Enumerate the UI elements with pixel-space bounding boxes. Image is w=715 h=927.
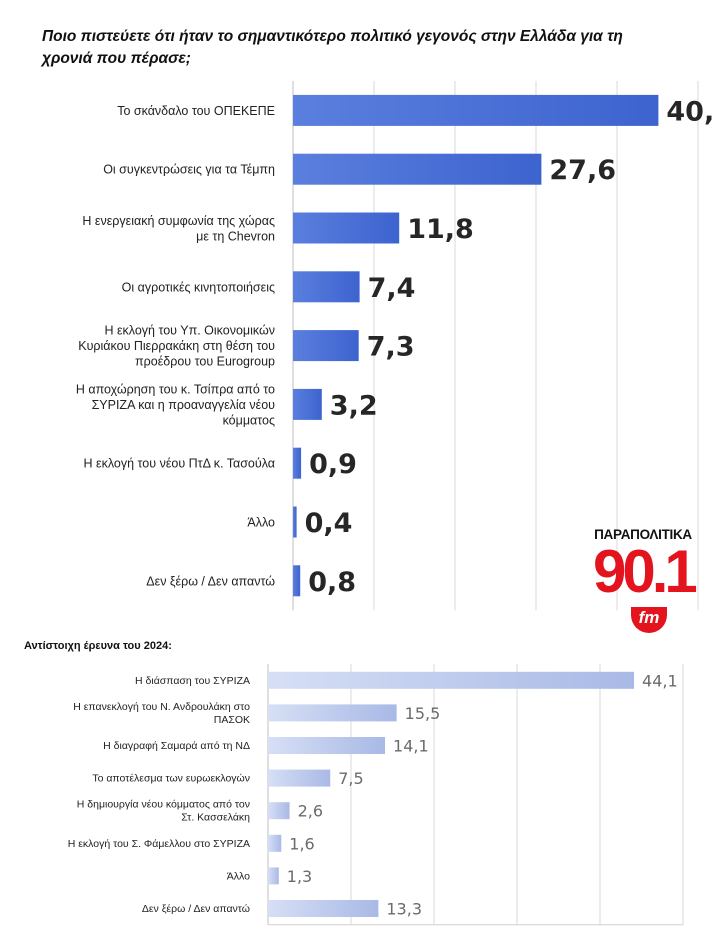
bar (268, 704, 397, 722)
value-label: 13,3 (386, 900, 422, 919)
main-chart: 40,6 Το σκάνδαλο του ΟΠΕΚΕΠΕ 27,6 Οι συγκεν… (76, 81, 715, 611)
bar (268, 900, 379, 917)
category-label: Δεν ξέρω / Δεν απαντώ (142, 903, 250, 915)
value-label: 27,6 (549, 155, 616, 186)
bar (293, 271, 360, 303)
value-label: 1,6 (289, 834, 314, 853)
category-label: Οι αγροτικές κινητοποιήσεις (122, 280, 275, 294)
value-label: 44,1 (642, 671, 678, 690)
value-label: 11,8 (407, 214, 474, 245)
category-label: Άλλο (247, 516, 275, 530)
category-label: Η δημιουργία νέου κόμματος από τον Στ. Κα… (77, 799, 250, 824)
bar (293, 506, 297, 538)
category-label: Η διαγραφή Σαμαρά από τη ΝΔ (103, 740, 250, 752)
value-label: 1,3 (287, 867, 312, 886)
bar (268, 769, 331, 787)
value-label: 7,4 (368, 273, 416, 304)
value-label: 0,9 (309, 449, 357, 480)
bar (293, 153, 542, 185)
bar (268, 737, 386, 754)
chart-title: Ποιο πιστεύετε ότι ήταν το σημαντικότερο… (42, 28, 623, 67)
logo-fm-badge: fm (631, 607, 667, 633)
category-label: Η διάσπαση του ΣΥΡΙΖΑ (135, 675, 250, 687)
category-label: Η εκλογή του νέου ΠτΔ κ. Τασούλα (84, 457, 275, 471)
comparison-chart-title: Αντίστοιχη έρευνα του 2024: (24, 640, 172, 652)
bar (293, 388, 322, 420)
category-label: Οι συγκεντρώσεις για τα Τέμπη (103, 163, 275, 177)
category-label: Δεν ξέρω / Δεν απαντώ (146, 574, 275, 588)
category-label: Το αποτέλεσμα των ευρωεκλογών (92, 773, 250, 785)
logo-frequency: 90.1 (593, 538, 698, 605)
bar (293, 447, 302, 479)
value-label: 7,3 (367, 332, 415, 363)
value-label: 0,8 (308, 567, 356, 598)
bar (293, 212, 400, 244)
category-label: Η επανεκλογή του Ν. Ανδρουλάκη στο ΠΑΣΟΚ (73, 701, 250, 726)
value-label: 0,4 (305, 508, 353, 539)
logo-brand-text: ΠΑΡΑΠΟΛΙΤΙΚΑ (594, 527, 692, 542)
bar (268, 671, 635, 689)
category-label: Η εκλογή του Σ. Φάμελλου στο ΣΥΡΙΖΑ (68, 838, 250, 850)
category-label: Η αποχώρηση του κ. Τσίπρα από το ΣΥΡΙΖΑ κ… (76, 382, 275, 427)
value-label: 3,2 (330, 390, 378, 421)
value-label: 7,5 (338, 769, 363, 788)
bar (293, 330, 359, 362)
bar (268, 802, 290, 820)
value-label: 14,1 (393, 737, 429, 756)
bar (268, 834, 282, 852)
category-label: Η ενεργειακή συμφωνία της χώρας με τη Che… (82, 214, 275, 244)
bar (293, 94, 659, 126)
parapolitika-logo: ΠΑΡΑΠΟΛΙΤΙΚΑ 90.1 fm (593, 527, 698, 639)
value-label: 15,5 (405, 704, 441, 723)
bar (293, 565, 301, 597)
value-label: 2,6 (298, 802, 323, 821)
category-label: Το σκάνδαλο του ΟΠΕΚΕΠΕ (117, 104, 275, 118)
category-label: Άλλο (227, 870, 250, 882)
category-label: Η εκλογή του Υπ. Οικονομικών Κυριάκου Πιε… (78, 324, 275, 369)
value-label: 40,6 (666, 96, 715, 127)
bar (268, 867, 279, 885)
